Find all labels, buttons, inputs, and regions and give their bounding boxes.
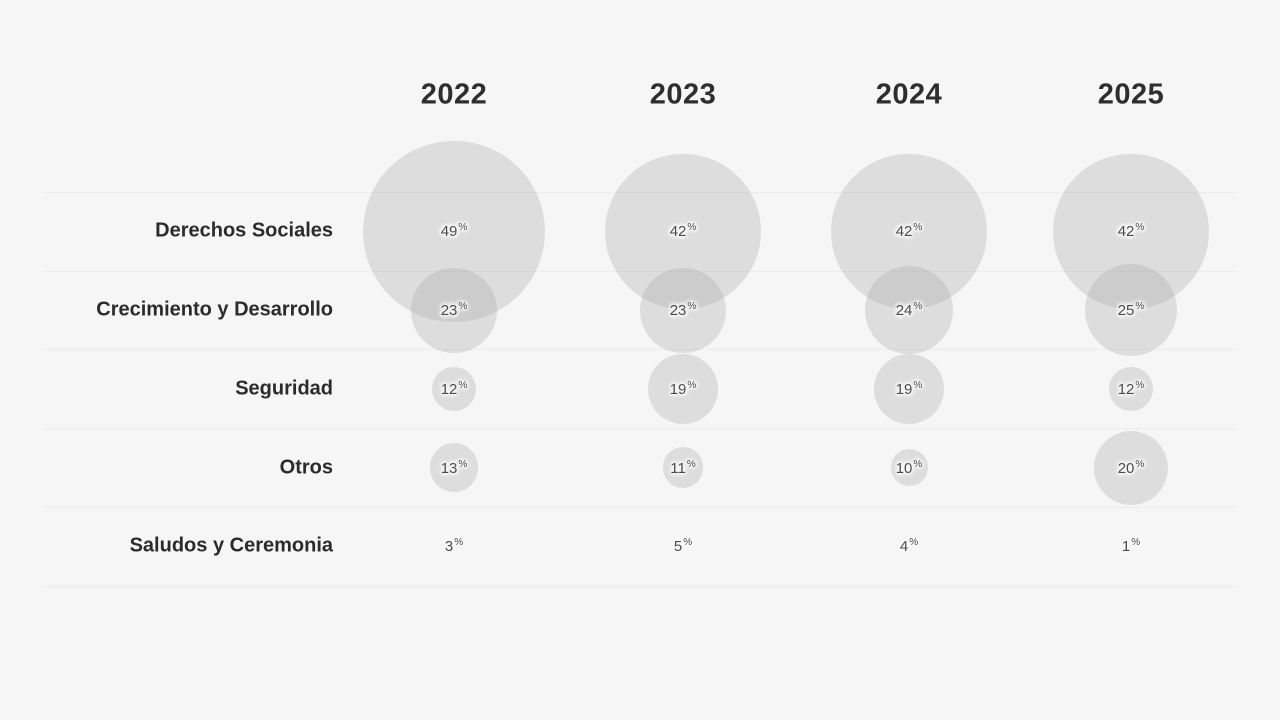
- bubble: [431, 366, 477, 411]
- row-separator-line: [45, 506, 1235, 508]
- percent-sign: %: [1135, 222, 1145, 234]
- value-number: 13: [440, 459, 458, 477]
- value-label: 5%: [674, 537, 692, 555]
- percent-sign: %: [458, 379, 468, 391]
- value-label: 19%: [896, 380, 923, 398]
- percent-sign: %: [913, 458, 923, 470]
- value-number: 23: [440, 302, 458, 320]
- value-number: 23: [669, 302, 687, 320]
- value-label: 49%: [441, 222, 468, 240]
- percent-sign: %: [909, 537, 919, 549]
- value-label: 12%: [1118, 380, 1145, 398]
- row-separator-line: [45, 349, 1235, 351]
- row-label: Otros: [279, 456, 333, 478]
- bubble: [1084, 263, 1178, 357]
- bubble: [1108, 366, 1154, 411]
- percent-sign: %: [687, 379, 697, 391]
- percent-sign: %: [458, 222, 468, 234]
- value-label: 23%: [441, 301, 468, 319]
- value-number: 42: [1117, 223, 1135, 241]
- value-label: 13%: [441, 459, 468, 477]
- row-separator-line: [45, 270, 1235, 272]
- value-number: 12: [1117, 380, 1135, 398]
- bubble: [429, 443, 479, 492]
- column-header-2025: 2025: [1097, 78, 1165, 111]
- percent-sign: %: [913, 301, 923, 313]
- value-label: 4%: [900, 537, 918, 555]
- value-label: 11%: [670, 459, 695, 477]
- column-header-2023: 2023: [649, 78, 717, 111]
- bubble: [640, 267, 726, 353]
- bubble: [647, 353, 719, 424]
- row-label: Saludos y Ceremonia: [129, 534, 333, 557]
- value-number: 12: [440, 380, 458, 398]
- bubble: [605, 153, 761, 310]
- bubble: [1094, 430, 1168, 505]
- percent-sign: %: [683, 537, 693, 549]
- percent-sign: %: [687, 301, 697, 313]
- percent-sign: %: [913, 222, 923, 234]
- percent-sign: %: [458, 301, 468, 313]
- bubble: [363, 140, 545, 323]
- row-label: Derechos Sociales: [155, 219, 333, 242]
- bubble: [873, 353, 945, 424]
- value-number: 42: [895, 223, 913, 241]
- value-label: 42%: [896, 222, 923, 240]
- value-number: 10: [895, 459, 913, 477]
- value-label: 12%: [441, 380, 468, 398]
- percent-sign: %: [458, 458, 468, 470]
- bubble: [411, 267, 497, 353]
- bubble: [831, 153, 987, 310]
- bubble: [864, 265, 954, 355]
- percent-sign: %: [1135, 458, 1145, 470]
- value-label: 20%: [1118, 459, 1145, 477]
- value-label: 19%: [670, 380, 697, 398]
- value-label: 24%: [896, 301, 923, 319]
- value-number: 3: [444, 538, 454, 556]
- value-label: 3%: [445, 537, 463, 555]
- percent-sign: %: [687, 222, 697, 234]
- value-label: 25%: [1118, 301, 1145, 319]
- value-number: 24: [895, 302, 913, 320]
- row-separator-line: [45, 192, 1235, 193]
- percent-sign: %: [1135, 379, 1145, 391]
- value-number: 20: [1117, 459, 1135, 477]
- value-number: 5: [673, 538, 683, 556]
- percent-sign: %: [1131, 537, 1141, 549]
- bubble: [1053, 153, 1209, 310]
- bubble: [662, 447, 704, 488]
- percent-sign: %: [454, 537, 464, 549]
- percent-sign: %: [686, 458, 696, 470]
- value-number: 19: [895, 380, 913, 398]
- row-separator-line: [45, 585, 1235, 587]
- row-label: Seguridad: [235, 377, 333, 400]
- value-number: 49: [440, 223, 458, 241]
- column-header-2024: 2024: [875, 78, 943, 111]
- row-separator-line: [45, 428, 1235, 430]
- percent-sign: %: [913, 379, 923, 391]
- value-number: 25: [1117, 302, 1135, 320]
- value-number: 11: [670, 459, 686, 477]
- value-label: 42%: [670, 222, 697, 240]
- value-label: 23%: [670, 301, 697, 319]
- value-number: 4: [899, 538, 909, 556]
- row-label: Crecimiento y Desarrollo: [96, 298, 333, 321]
- value-label: 10%: [896, 459, 923, 477]
- bubble: [890, 449, 928, 486]
- column-header-2022: 2022: [420, 78, 488, 111]
- value-number: 42: [669, 223, 687, 241]
- value-number: 19: [669, 380, 687, 398]
- value-label: 42%: [1118, 222, 1145, 240]
- percent-sign: %: [1135, 301, 1145, 313]
- value-label: 1%: [1122, 537, 1140, 555]
- value-number: 1: [1121, 538, 1131, 556]
